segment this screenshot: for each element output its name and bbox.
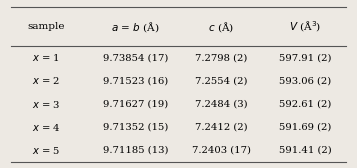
Text: $x$ = 1: $x$ = 1 (32, 52, 60, 63)
Text: $V$ (Å$^3$): $V$ (Å$^3$) (289, 19, 321, 34)
Text: 9.71352 (15): 9.71352 (15) (103, 123, 169, 132)
Text: $c$ (Å): $c$ (Å) (208, 20, 234, 34)
Text: 9.71185 (13): 9.71185 (13) (103, 146, 169, 155)
Text: 7.2484 (3): 7.2484 (3) (195, 100, 248, 109)
Text: 7.2412 (2): 7.2412 (2) (195, 123, 248, 132)
Text: 591.69 (2): 591.69 (2) (279, 123, 331, 132)
Text: 9.71627 (19): 9.71627 (19) (103, 100, 168, 109)
Text: $x$ = 3: $x$ = 3 (32, 99, 61, 110)
Text: $x$ = 5: $x$ = 5 (32, 145, 61, 156)
Text: $x$ = 2: $x$ = 2 (32, 75, 61, 87)
Text: 591.41 (2): 591.41 (2) (279, 146, 332, 155)
Text: 9.71523 (16): 9.71523 (16) (103, 76, 168, 86)
Text: 7.2403 (17): 7.2403 (17) (192, 146, 251, 155)
Text: 593.06 (2): 593.06 (2) (279, 76, 331, 86)
Text: 597.91 (2): 597.91 (2) (279, 53, 332, 62)
Text: 7.2798 (2): 7.2798 (2) (195, 53, 247, 62)
Text: sample: sample (27, 22, 65, 31)
Text: 592.61 (2): 592.61 (2) (279, 100, 331, 109)
Text: $a$ = $b$ (Å): $a$ = $b$ (Å) (111, 20, 160, 34)
Text: 7.2554 (2): 7.2554 (2) (195, 76, 248, 86)
Text: 9.73854 (17): 9.73854 (17) (103, 53, 169, 62)
Text: $x$ = 4: $x$ = 4 (32, 122, 61, 133)
